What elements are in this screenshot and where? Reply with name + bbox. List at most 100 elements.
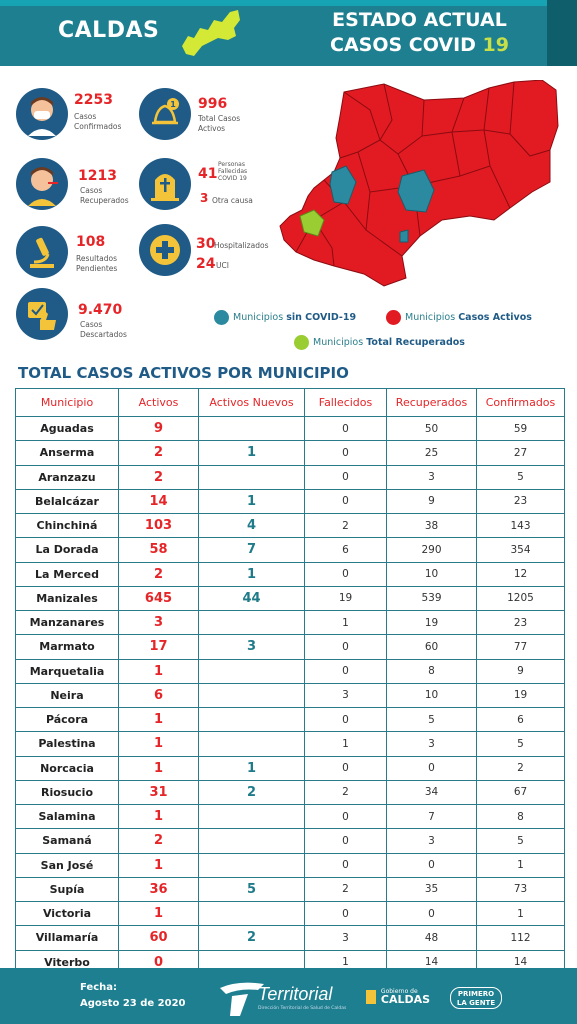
table-cell: La Merced <box>15 561 119 587</box>
table-cell: 9 <box>476 658 565 684</box>
legend-no-covid: Municipios sin COVID-19 <box>214 310 356 325</box>
table-cell: 1 <box>118 755 199 781</box>
table-cell: 2 <box>304 512 387 539</box>
table-cell: 36 <box>118 876 199 903</box>
table-cell: 1 <box>118 658 199 684</box>
table-cell <box>198 464 305 490</box>
table-cell: 0 <box>304 561 387 587</box>
table-row: San José 1 0 0 1 <box>15 852 565 878</box>
table-cell <box>198 415 305 442</box>
table-cell: 31 <box>118 779 199 806</box>
pending-value: 108 <box>76 234 106 250</box>
municipality-table: Municipio Activos Activos Nuevos Fallecidos… <box>15 388 565 1000</box>
table-row: Villamaría 60 2 3 48 112 <box>15 925 565 951</box>
table-cell: 5 <box>476 828 565 854</box>
table-row: Riosucio 31 2 2 34 67 <box>15 779 565 806</box>
table-cell: 3 <box>386 828 477 854</box>
table-cell: 1 <box>476 900 565 927</box>
table-cell: Aranzazu <box>15 464 119 490</box>
table-cell: 1 <box>118 731 199 757</box>
table-cell: Pácora <box>15 706 119 733</box>
table-cell: 0 <box>386 755 477 781</box>
pending-label: Resultados Pendientes <box>76 254 118 273</box>
table-cell: 5 <box>476 731 565 757</box>
table-cell: 38 <box>386 512 477 539</box>
table-cell: 0 <box>304 464 387 490</box>
table-cell: 1 <box>304 609 387 636</box>
footer-banner: Fecha: Agosto 23 de 2020 Territorial Dir… <box>0 968 577 1024</box>
table-cell: 67 <box>476 779 565 806</box>
table-cell: 0 <box>304 755 387 781</box>
table-cell: 9 <box>118 415 199 442</box>
table-row: Samaná 2 0 3 5 <box>15 828 565 854</box>
table-row: Aguadas 9 0 50 59 <box>15 415 565 442</box>
table-cell: 0 <box>386 852 477 878</box>
table-cell: 1 <box>118 803 199 830</box>
table-cell <box>198 658 305 684</box>
table-cell: 5 <box>386 706 477 733</box>
table-cell: 5 <box>476 464 565 490</box>
other-cause-value: 3 <box>200 191 209 205</box>
table-cell: 60 <box>118 925 199 951</box>
table-cell <box>198 682 305 709</box>
table-cell: 1 <box>198 561 305 587</box>
table-cell: 1 <box>118 900 199 927</box>
table-title: TOTAL CASOS ACTIVOS POR MUNICIPIO <box>18 364 349 382</box>
table-cell: 2 <box>304 876 387 903</box>
doctor-mask-icon <box>16 88 68 140</box>
table-cell: 34 <box>386 779 477 806</box>
table-cell: Salamina <box>15 803 119 830</box>
table-cell: 6 <box>118 682 199 709</box>
table-cell <box>198 900 305 927</box>
table-row: Manzanares 3 1 19 23 <box>15 609 565 636</box>
table-cell: 58 <box>118 537 199 563</box>
confirmed-label: Casos Confirmados <box>74 112 122 131</box>
table-row: La Dorada 58 7 6 290 354 <box>15 537 565 563</box>
table-cell: 6 <box>476 706 565 733</box>
table-cell: 14 <box>118 488 199 515</box>
table-row: Anserma 2 1 0 25 27 <box>15 440 565 466</box>
table-cell: Anserma <box>15 440 119 466</box>
table-cell: Chinchiná <box>15 512 119 539</box>
table-cell: 0 <box>304 415 387 442</box>
table-cell: 0 <box>304 828 387 854</box>
confirmed-value: 2253 <box>74 92 113 108</box>
table-row: Victoria 1 0 0 1 <box>15 900 565 927</box>
table-cell: 10 <box>386 682 477 709</box>
table-cell: 0 <box>304 440 387 466</box>
table-cell: 1 <box>118 706 199 733</box>
discarded-value: 9.470 <box>78 302 123 318</box>
table-cell: Villamaría <box>15 925 119 951</box>
table-cell: 3 <box>198 634 305 660</box>
table-cell: 23 <box>476 488 565 515</box>
table-cell: 645 <box>118 585 199 612</box>
table-cell: 1205 <box>476 585 565 612</box>
region-title: CALDAS <box>58 18 160 43</box>
table-cell: 539 <box>386 585 477 612</box>
bell-alert-icon: 1 <box>139 88 191 140</box>
table-cell: 73 <box>476 876 565 903</box>
table-cell: 112 <box>476 925 565 951</box>
table-cell: 8 <box>386 658 477 684</box>
table-cell <box>198 706 305 733</box>
table-row: Palestina 1 1 3 5 <box>15 731 565 757</box>
table-cell: 77 <box>476 634 565 660</box>
table-cell: 0 <box>304 488 387 515</box>
column-header: Municipio <box>15 388 119 417</box>
table-cell: Manizales <box>15 585 119 612</box>
table-cell: 27 <box>476 440 565 466</box>
table-cell: 1 <box>476 852 565 878</box>
deceased-value: 41 <box>198 166 218 182</box>
table-cell: 4 <box>198 512 305 539</box>
table-cell: 50 <box>386 415 477 442</box>
table-cell: 2 <box>198 779 305 806</box>
shield-icon <box>366 990 376 1004</box>
svg-text:1: 1 <box>170 100 176 109</box>
table-cell: Riosucio <box>15 779 119 806</box>
table-cell: 48 <box>386 925 477 951</box>
header-top-band <box>0 0 577 6</box>
date-value: Agosto 23 de 2020 <box>80 998 186 1009</box>
uci-label: UCI <box>216 261 229 270</box>
table-row: Chinchiná 103 4 2 38 143 <box>15 512 565 539</box>
table-cell: Norcacia <box>15 755 119 781</box>
